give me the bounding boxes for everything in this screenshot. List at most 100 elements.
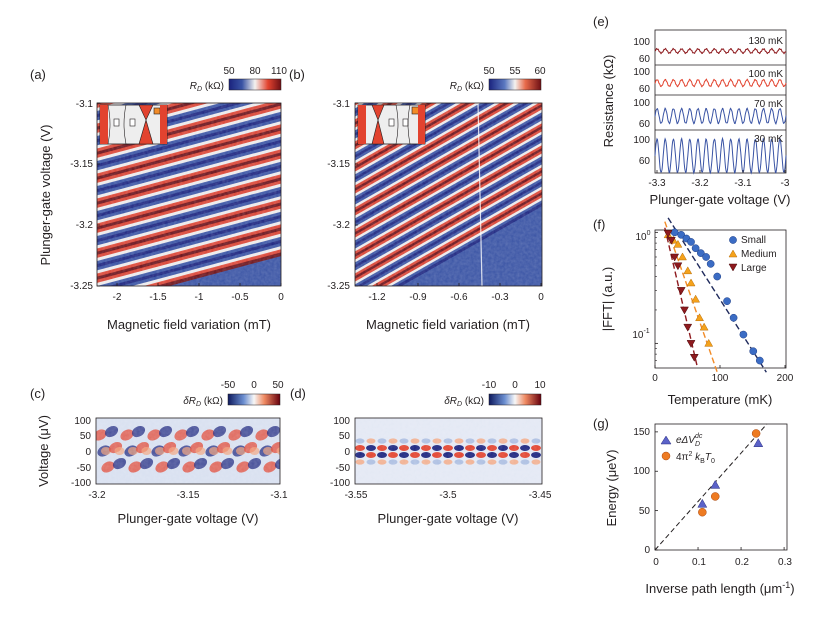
- panel-f-ytick: 100: [635, 230, 650, 243]
- data-point-medium: [673, 239, 683, 248]
- data-point-small: [739, 330, 748, 339]
- panel-d: 100 50 0 -50 -100 -3.55 -3.5 -3.45 Plung…: [330, 380, 552, 526]
- panel-c-xtick: -3.2: [88, 490, 106, 501]
- panel-g-xtick: 0: [653, 557, 659, 568]
- panel-c-ylabel: Voltage (μV): [36, 415, 51, 487]
- panel-letter-d: (d): [290, 386, 306, 401]
- panel-f: 100 10-1 0 100 200 |FFT| (a.u.) Temperat…: [600, 217, 794, 407]
- panel-b-xtick: -0.3: [491, 292, 509, 303]
- data-point-small: [677, 230, 686, 239]
- panel-c: 100 50 0 -50 -100 -3.2 -3.15 -3.1 Voltag…: [36, 380, 288, 526]
- panel-c-xticks: -3.2 -3.15 -3.1: [88, 490, 288, 501]
- panel-g-xtick: 0.2: [735, 557, 749, 568]
- legend-marker-small: [729, 236, 737, 244]
- panel-a-colorbar-tick: 110: [271, 66, 287, 77]
- panel-d-xtick: -3.5: [439, 490, 457, 501]
- panel-f-xtick: 100: [712, 373, 729, 384]
- data-point-small: [713, 272, 722, 281]
- data-point-small: [691, 244, 700, 253]
- data-point-large: [689, 353, 699, 362]
- panel-a-ytick: -3.2: [76, 220, 94, 231]
- trace-line: [654, 47, 787, 55]
- panel-g-ytick: 100: [633, 466, 650, 477]
- data-point-medium: [704, 338, 714, 347]
- legend-label: Small: [741, 235, 766, 246]
- data-point-triangle: [753, 438, 764, 447]
- heatmap-stripe: [355, 103, 361, 107]
- data-point-small: [687, 238, 695, 246]
- panel-a-frame: [96, 102, 282, 287]
- panel-e-ytick: 100: [633, 37, 650, 48]
- data-point-small: [670, 228, 679, 237]
- panel-b-colorbar-tick: 60: [534, 66, 546, 77]
- data-point-circle: [698, 507, 707, 517]
- data-point-medium: [678, 252, 687, 261]
- panel-d-colorbar-tick: -10: [482, 380, 497, 391]
- panel-c-colorbar: -50 0 50 δRD (kΩ): [183, 380, 284, 408]
- panel-e-frame: [654, 29, 787, 174]
- panel-g-yticks: 0 50 100 150: [633, 427, 650, 556]
- data-point-large: [683, 323, 693, 332]
- panel-a-ylabel: Plunger-gate voltage (V): [38, 125, 53, 266]
- data-point-large: [663, 230, 673, 238]
- data-point-medium: [691, 294, 701, 303]
- data-point-small: [749, 347, 758, 356]
- panel-c-ytick: -100: [71, 478, 91, 489]
- data-point-small: [729, 313, 738, 322]
- panel-d-colorbar-label: δRD (kΩ): [444, 396, 484, 408]
- panel-b-xticks: -1.2 -0.9 -0.6 -0.3 0: [368, 283, 544, 303]
- data-point-large: [676, 287, 686, 295]
- panel-d-ytick: -100: [330, 478, 350, 489]
- panel-a-xtick: -0.5: [231, 292, 249, 303]
- fit-line: [654, 423, 768, 551]
- panel-c-heatmap: [96, 418, 280, 484]
- panel-d-colorbar-tick: 10: [534, 380, 546, 391]
- data-point-small: [697, 249, 705, 257]
- panel-a-xticks: -2 -1.5 -1 -0.5 0: [113, 283, 284, 303]
- panel-d-xtick: -3.55: [345, 490, 368, 501]
- data-point-large: [680, 306, 689, 315]
- panel-f-plot: [655, 217, 767, 373]
- heatmap-stripe: [355, 103, 376, 115]
- panel-a-colorbar-label: RD (kΩ): [190, 81, 224, 93]
- panel-e-ytick: 100: [633, 67, 650, 78]
- heatmap-stripe: [355, 103, 356, 104]
- panel-e-trace-label: 70 mK: [754, 99, 783, 110]
- panel-d-heatmap: [355, 418, 542, 484]
- panel-b: -3.1 -3.15 -3.2 -3.25 -1.2 -0.9 -0.6 -0.…: [327, 66, 546, 332]
- panel-g-plot: [654, 423, 785, 551]
- panel-f-ylabel: |FFT| (a.u.): [600, 267, 615, 332]
- panel-e: 130 mK 100 mK 70 mK 30 mK 100 60 100 60 …: [601, 29, 791, 207]
- data-point-large: [686, 340, 696, 348]
- panel-b-ytick: -3.1: [333, 99, 351, 110]
- panel-b-xtick: -0.6: [450, 292, 468, 303]
- panel-g-frame: [654, 423, 788, 551]
- heatmap-stripe: [355, 103, 371, 112]
- panel-c-ytick: 0: [85, 447, 91, 458]
- panel-a-inset: [99, 104, 168, 145]
- panel-g-ytick: 0: [644, 545, 650, 556]
- panel-d-xlabel: Plunger-gate voltage (V): [378, 511, 519, 526]
- panel-a-xtick: -1.5: [149, 292, 167, 303]
- panel-letter-g: (g): [593, 416, 609, 431]
- panel-a-colorbar-tick: 50: [223, 66, 235, 77]
- data-point-circle: [710, 492, 720, 501]
- panel-c-xlabel: Plunger-gate voltage (V): [118, 511, 259, 526]
- panel-f-ytick: 10-1: [632, 328, 649, 341]
- panel-b-ytick: -3.25: [327, 281, 350, 292]
- panel-e-xtick: -3.3: [648, 178, 666, 189]
- data-point-medium: [699, 322, 709, 331]
- panel-g-xtick: 0.3: [778, 557, 792, 568]
- panel-a-ytick: -3.15: [70, 159, 93, 170]
- data-point-small: [702, 253, 710, 261]
- panel-a-ytick: -3.1: [76, 99, 94, 110]
- panel-letter-b: (b): [289, 67, 305, 82]
- panel-g-legend: eΔVDdc 4π2 kBT0: [660, 433, 715, 465]
- data-point-large: [673, 262, 683, 271]
- trace-line: [654, 78, 787, 88]
- panel-b-frame: [354, 102, 543, 287]
- panel-e-xlabel: Plunger-gate voltage (V): [650, 192, 791, 207]
- panel-g-xlabel: Inverse path length (μm-1): [645, 580, 794, 596]
- data-point-small: [755, 356, 764, 365]
